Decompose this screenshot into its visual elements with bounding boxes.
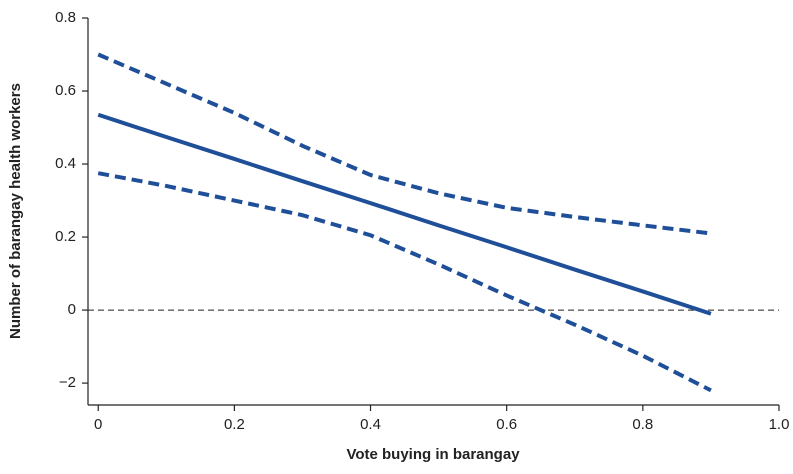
y-tick-label: 0.2: [55, 228, 76, 245]
x-axis-label: Vote buying in barangay: [346, 446, 520, 463]
x-tick-label: 0.2: [224, 416, 245, 433]
x-tick-label: 0.6: [496, 416, 517, 433]
series-line: [97, 112, 712, 316]
y-tick-label: 0: [68, 301, 76, 318]
y-tick-label: 0.4: [55, 155, 76, 172]
x-tick-label: 0.8: [632, 416, 653, 433]
x-tick-label: 0.4: [360, 416, 381, 433]
y-tick-label: 0.8: [55, 9, 76, 26]
y-tick-label: −2: [59, 374, 76, 391]
x-tick-label: 1.0: [769, 416, 790, 433]
series-line: [97, 171, 712, 393]
x-tick-label: 0: [94, 416, 102, 433]
series-line: [97, 52, 712, 236]
y-axis-label: Number of barangay health workers: [7, 83, 24, 339]
y-tick-label: 0.6: [55, 82, 76, 99]
